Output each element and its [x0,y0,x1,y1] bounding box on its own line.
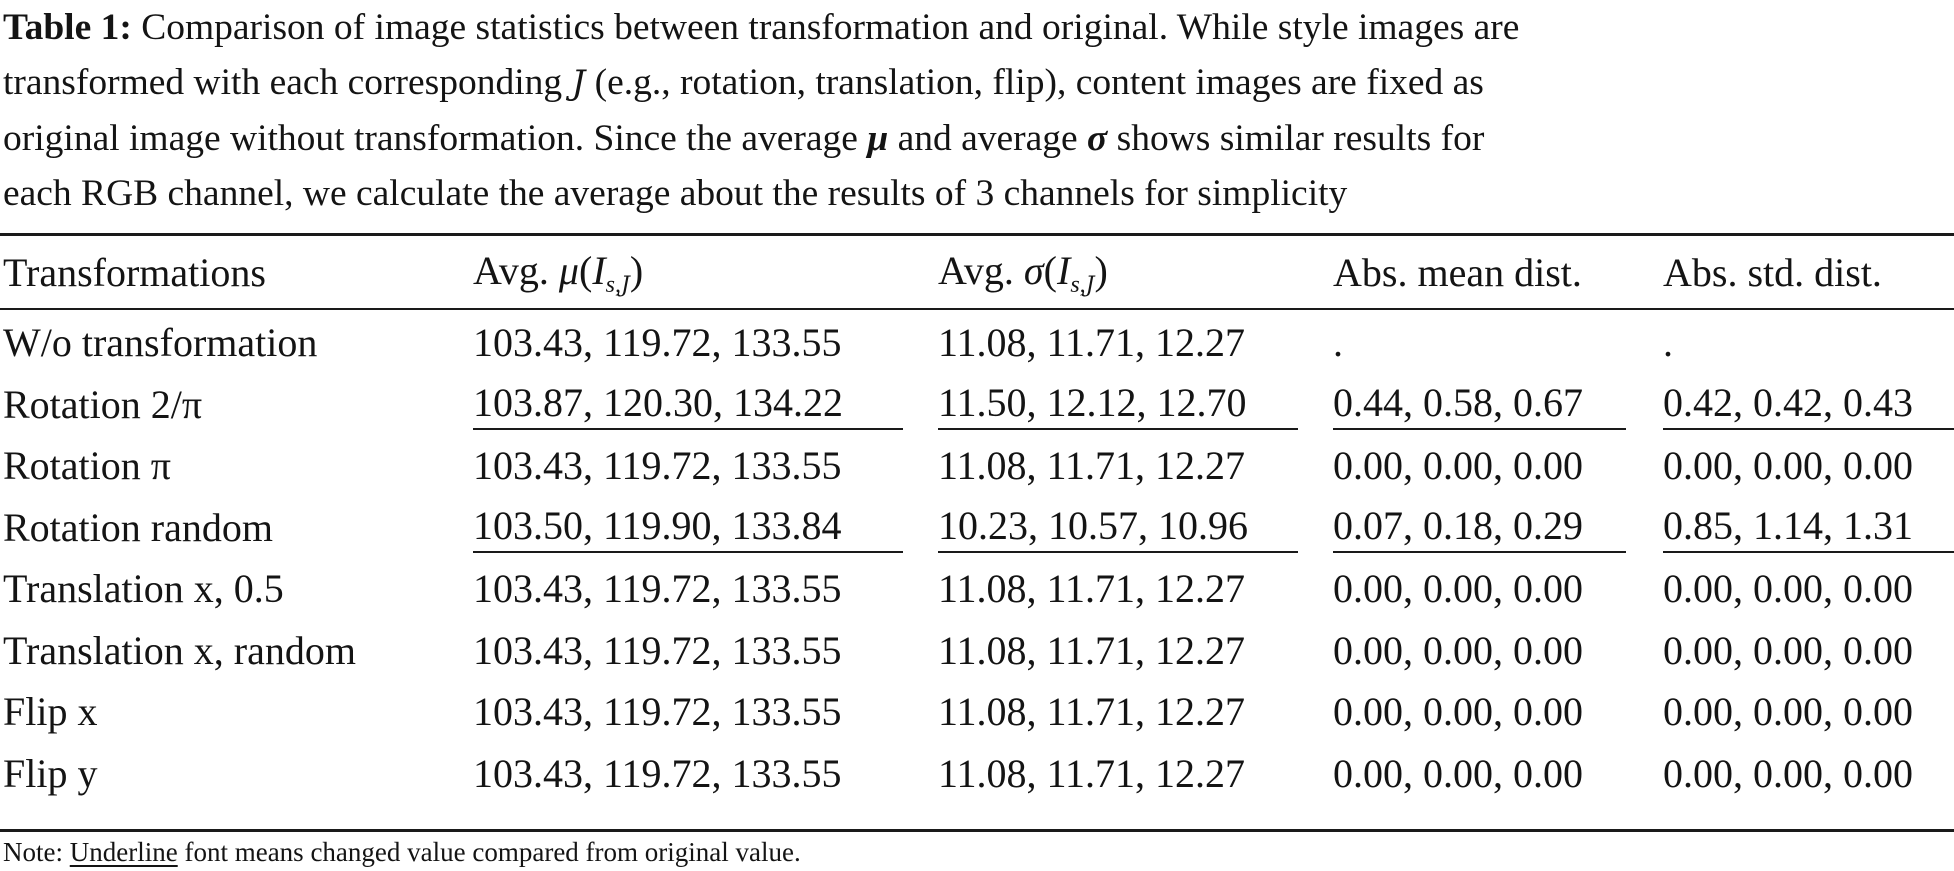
row-avg-mu: 103.43, 119.72, 133.55 [473,443,842,489]
table-row: Rotation 2/π 103.87, 120.30, 134.22 11.5… [0,374,1954,436]
row-name: Flip x [3,689,98,735]
row-abs-std-dist: 0.42, 0.42, 0.43 [1663,379,1954,430]
table-top-rule [0,233,1954,236]
table-header-rule [0,308,1954,310]
row-name: Rotation random [3,504,273,550]
caption-line3b: and average [897,118,1078,159]
row-avg-sigma: 11.08, 11.71, 12.27 [938,566,1246,612]
row-abs-std-dist: 0.00, 0.00, 0.00 [1663,689,1913,735]
row-abs-mean-dist: 0.00, 0.00, 0.00 [1333,566,1583,612]
table-row: Translation x, random 103.43, 119.72, 13… [0,620,1954,682]
header-I-symbol-2: I [1056,247,1071,293]
caption-line3a: original image without transformation. S… [3,118,858,159]
table-row: Rotation π 103.43, 119.72, 133.55 11.08,… [0,435,1954,497]
row-avg-mu: 103.43, 119.72, 133.55 [473,689,842,735]
table-row: Rotation random 103.50, 119.90, 133.84 1… [0,497,1954,559]
statistics-table: Transformations Avg. μ(Is,J) Avg. σ(Is,J… [0,236,1954,804]
caption-line2b: (e.g., rotation, translation, flip), con… [594,62,1484,103]
caption-sigma-symbol: σ [1087,118,1108,159]
row-name: Translation x, 0.5 [3,566,284,612]
row-abs-mean-dist: 0.07, 0.18, 0.29 [1333,502,1626,553]
row-avg-sigma: 11.08, 11.71, 12.27 [938,443,1246,489]
row-avg-mu: 103.43, 119.72, 133.55 [473,627,842,673]
header-sub-j: J [621,272,630,298]
table-row: Flip y 103.43, 119.72, 133.55 11.08, 11.… [0,743,1954,805]
header-avg-sigma: Avg. σ(Is,J) [938,247,1108,298]
caption-line3c: shows similar results for [1116,118,1485,159]
row-avg-sigma: 11.08, 11.71, 12.27 [938,750,1246,796]
row-name: Rotation 2/π [3,381,203,427]
row-avg-mu: 103.43, 119.72, 133.55 [473,750,842,796]
note-prefix: Note: [3,837,63,867]
header-sub-j-2: J [1085,272,1095,298]
table-note: Note: Underline font means changed value… [3,834,801,870]
caption-line1: Comparison of image statistics between t… [141,7,1520,48]
row-abs-mean-dist: . [1333,320,1343,366]
row-abs-mean-dist: 0.00, 0.00, 0.00 [1333,750,1583,796]
table-header-row: Transformations Avg. μ(Is,J) Avg. σ(Is,J… [0,236,1954,309]
row-avg-mu: 103.43, 119.72, 133.55 [473,320,842,366]
header-sub-s-2: s, [1070,271,1086,298]
row-abs-std-dist: 0.00, 0.00, 0.00 [1663,750,1913,796]
row-abs-std-dist: 0.00, 0.00, 0.00 [1663,566,1913,612]
row-abs-std-dist: 0.85, 1.14, 1.31 [1663,502,1954,553]
row-name: W/o transformation [3,320,318,366]
header-abs-std-dist: Abs. std. dist. [1663,250,1882,295]
row-name: Flip y [3,750,98,796]
caption-line4: each RGB channel, we calculate the avera… [3,173,1348,214]
header-I-symbol: I [592,247,606,293]
row-abs-std-dist: . [1663,320,1673,366]
row-avg-sigma: 11.08, 11.71, 12.27 [938,627,1246,673]
row-abs-std-dist: 0.00, 0.00, 0.00 [1663,443,1913,489]
row-abs-mean-dist: 0.44, 0.58, 0.67 [1333,379,1626,430]
table-row: Flip x 103.43, 119.72, 133.55 11.08, 11.… [0,681,1954,743]
header-avg-sigma-prefix: Avg. [938,247,1014,293]
row-avg-sigma: 11.50, 12.12, 12.70 [938,379,1298,430]
row-avg-sigma: 11.08, 11.71, 12.27 [938,689,1246,735]
row-avg-mu: 103.43, 119.72, 133.55 [473,566,842,612]
row-avg-sigma: 10.23, 10.57, 10.96 [938,502,1298,553]
row-avg-mu: 103.87, 120.30, 134.22 [473,379,903,430]
row-abs-std-dist: 0.00, 0.00, 0.00 [1663,627,1913,673]
caption-j-symbol: J [571,63,586,103]
note-underline-word: Underline [69,837,178,867]
row-avg-mu: 103.50, 119.90, 133.84 [473,502,903,553]
header-mu-symbol: μ [558,247,579,293]
row-abs-mean-dist: 0.00, 0.00, 0.00 [1333,627,1583,673]
note-rest: font means changed value compared from o… [184,837,801,867]
caption-mu-symbol: μ [867,118,889,159]
header-sub-s: s, [605,271,621,298]
row-abs-mean-dist: 0.00, 0.00, 0.00 [1333,689,1583,735]
table-row: W/o transformation 103.43, 119.72, 133.5… [0,309,1954,374]
table-bottom-rule [0,829,1954,832]
header-sigma-symbol: σ [1023,247,1044,293]
table-row: Translation x, 0.5 103.43, 119.72, 133.5… [0,558,1954,620]
row-abs-mean-dist: 0.00, 0.00, 0.00 [1333,443,1583,489]
row-name: Translation x, random [3,627,356,673]
row-name: Rotation π [3,443,171,489]
row-avg-sigma: 11.08, 11.71, 12.27 [938,320,1246,366]
header-transformations: Transformations [3,250,266,295]
header-subscript-2: s,J [1070,272,1094,298]
header-avg-mu-prefix: Avg. [473,247,549,293]
caption-label: Table 1: [3,7,132,48]
table-caption: Table 1: Comparison of image statistics … [3,0,1953,221]
header-avg-mu: Avg. μ(Is,J) [473,247,644,298]
header-abs-mean-dist: Abs. mean dist. [1333,250,1582,295]
header-subscript: s,J [606,272,630,298]
caption-line2a: transformed with each corresponding [3,62,563,103]
